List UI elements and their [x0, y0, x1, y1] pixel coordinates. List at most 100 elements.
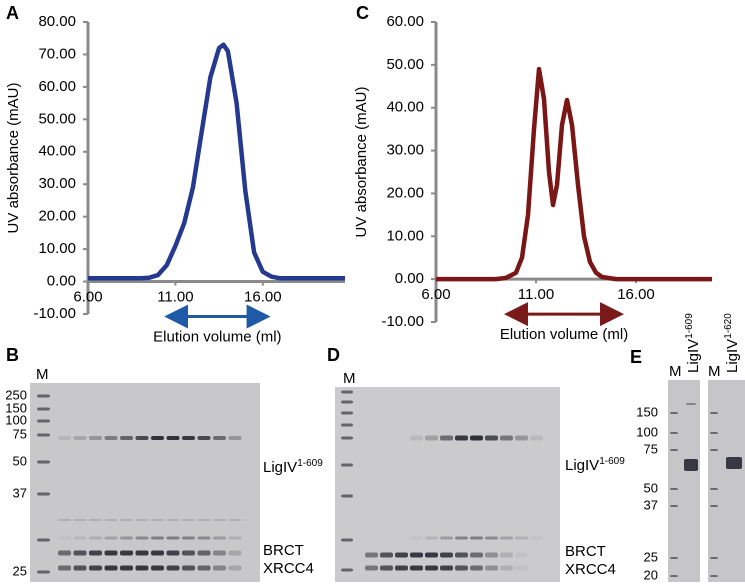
gel-band: [213, 519, 226, 521]
gel-band: [380, 552, 393, 558]
gel-band: [120, 550, 133, 556]
gel-band: [500, 435, 513, 441]
gel-band: [670, 557, 678, 559]
marker-lane-label: M: [343, 370, 356, 387]
y-tick-label: 40.00: [386, 99, 424, 116]
marker-label: 75: [644, 441, 658, 456]
band-superscript: 1-609: [599, 456, 625, 467]
y-tick-label: 0.00: [47, 273, 76, 290]
gel-band: [515, 536, 528, 540]
gel-band: [182, 550, 195, 556]
gel-image: [30, 383, 260, 582]
y-tick-label: 60.00: [38, 78, 76, 95]
y-tick-label: -10.00: [381, 313, 424, 330]
gel-band: [455, 552, 468, 558]
marker-label: 100: [636, 424, 658, 439]
gel-band: [710, 488, 718, 490]
gel-band: [58, 565, 71, 571]
gel-band: [213, 565, 226, 571]
gel-band: [670, 505, 678, 507]
gel-band: [182, 565, 195, 571]
gel-band: [104, 550, 118, 556]
gel-image: [708, 380, 745, 582]
gel-band: [515, 435, 528, 441]
gel-band: [365, 565, 378, 571]
gel-band: [485, 565, 498, 571]
gel-band: [89, 519, 102, 521]
gel-band: [341, 400, 353, 404]
marker-label: 150: [636, 404, 658, 419]
gel-band: [686, 403, 696, 405]
y-tick-label: 0.00: [395, 270, 424, 287]
band-superscript: 1-609: [297, 458, 323, 469]
gel-band: [228, 565, 242, 571]
gel-band: [440, 536, 453, 540]
gel-image: [668, 380, 700, 582]
gel-band: [684, 459, 698, 471]
gel-band: [710, 575, 718, 577]
panel-label: B: [6, 345, 19, 365]
x-tick-label: 6.00: [73, 289, 102, 306]
gel-band: [104, 565, 118, 571]
gel-band: [470, 565, 483, 571]
gel-band: [89, 436, 102, 440]
gel-band: [197, 536, 211, 540]
gel-band: [440, 565, 453, 571]
gel-band: [166, 536, 180, 540]
gel-band: [135, 550, 149, 556]
panel-label: D: [327, 345, 340, 365]
gel-band: [37, 407, 50, 411]
gel-band: [485, 552, 498, 558]
gel-band: [89, 565, 102, 571]
band-name: LigIV: [263, 459, 297, 476]
gel-band: [341, 423, 353, 427]
gel-band: [670, 488, 678, 490]
x-tick-label: 16.00: [617, 286, 655, 303]
band-label: LigIV1-609: [263, 458, 323, 476]
gel-band: [166, 550, 180, 556]
lane-name: LigIV: [685, 339, 702, 373]
y-tick-label: 50.00: [38, 110, 76, 127]
gel-band: [120, 436, 133, 440]
gel-band: [365, 552, 378, 558]
gel-band: [37, 538, 50, 542]
gel-band: [530, 435, 543, 441]
gel-band: [37, 492, 50, 496]
x-tick-label: 16.00: [244, 289, 282, 306]
gel-band: [710, 505, 718, 507]
gel-band: [500, 552, 513, 558]
marker-label: 250: [5, 387, 27, 402]
gel-band: [341, 494, 353, 498]
gel-band: [197, 436, 211, 440]
gel-band: [213, 536, 226, 540]
gel-band: [726, 457, 742, 469]
gel-band: [670, 412, 678, 414]
panel-label: A: [6, 3, 19, 23]
gel-band: [670, 432, 678, 434]
gel-band: [425, 536, 438, 540]
band-label: LigIV1-609: [565, 456, 625, 474]
x-axis-label: Elution volume (ml): [500, 326, 628, 343]
marker-lane-label: M: [708, 363, 721, 380]
gel-band: [182, 436, 195, 440]
y-tick-label: 80.00: [38, 13, 76, 30]
y-axis-label: UV absorbance (mAU): [353, 87, 370, 238]
gel-band: [166, 519, 180, 521]
gel-band: [120, 519, 133, 521]
gel-band: [341, 390, 353, 394]
gel-band: [182, 536, 195, 540]
gel-band: [410, 536, 423, 540]
gel-band: [228, 436, 242, 440]
gel-band: [120, 565, 133, 571]
gel-band: [151, 536, 164, 540]
gel-band: [425, 565, 438, 571]
gel-band: [380, 565, 393, 571]
gel-band: [470, 552, 483, 558]
gel-band: [104, 436, 118, 440]
gel-band: [37, 394, 50, 398]
gel-band: [485, 536, 498, 540]
gel-band: [410, 552, 423, 558]
marker-lane-label: M: [669, 363, 682, 380]
band-label: BRCT: [263, 542, 304, 559]
marker-label: 100: [5, 412, 27, 427]
